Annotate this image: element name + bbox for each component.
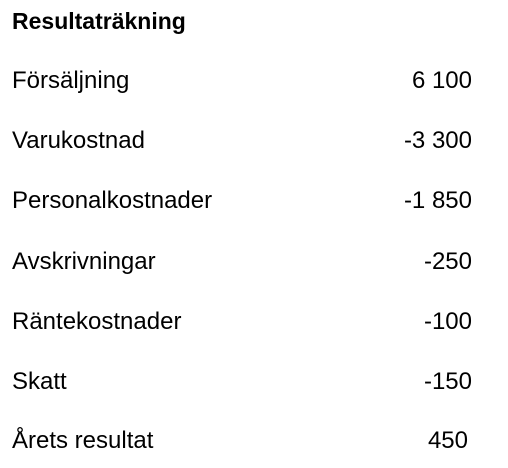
line-item-value: -1 850 — [403, 187, 472, 214]
line-item-label: Skatt — [12, 368, 67, 395]
line-item-label: Personalkostnader — [12, 187, 213, 214]
line-item-value: 6 100 — [411, 67, 472, 94]
line-item-rantekostnader: Räntekostnader -100 — [12, 305, 472, 339]
line-item-arets-resultat: Årets resultat 450 — [12, 424, 472, 458]
line-item-avskrivningar: Avskrivningar -250 — [12, 245, 472, 279]
line-item-label: Försäljning — [12, 67, 130, 94]
line-item-label: Varukostnad — [12, 127, 145, 154]
line-item-value: -150 — [423, 368, 472, 395]
line-item-label: Räntekostnader — [12, 308, 182, 335]
line-item-label: Årets resultat — [12, 427, 154, 454]
line-item-value: 450 — [427, 427, 468, 454]
line-item-skatt: Skatt -150 — [12, 365, 472, 399]
line-item-varukostnad: Varukostnad -3 300 — [12, 124, 472, 158]
document-title: Resultaträkning — [12, 8, 186, 34]
line-item-forsaljning: Försäljning 6 100 — [12, 64, 472, 98]
line-item-label: Avskrivningar — [12, 248, 156, 275]
line-item-value: -250 — [423, 248, 472, 275]
line-item-value: -100 — [423, 308, 472, 335]
line-item-personalkostnader: Personalkostnader -1 850 — [12, 184, 472, 218]
line-item-value: -3 300 — [403, 127, 472, 154]
